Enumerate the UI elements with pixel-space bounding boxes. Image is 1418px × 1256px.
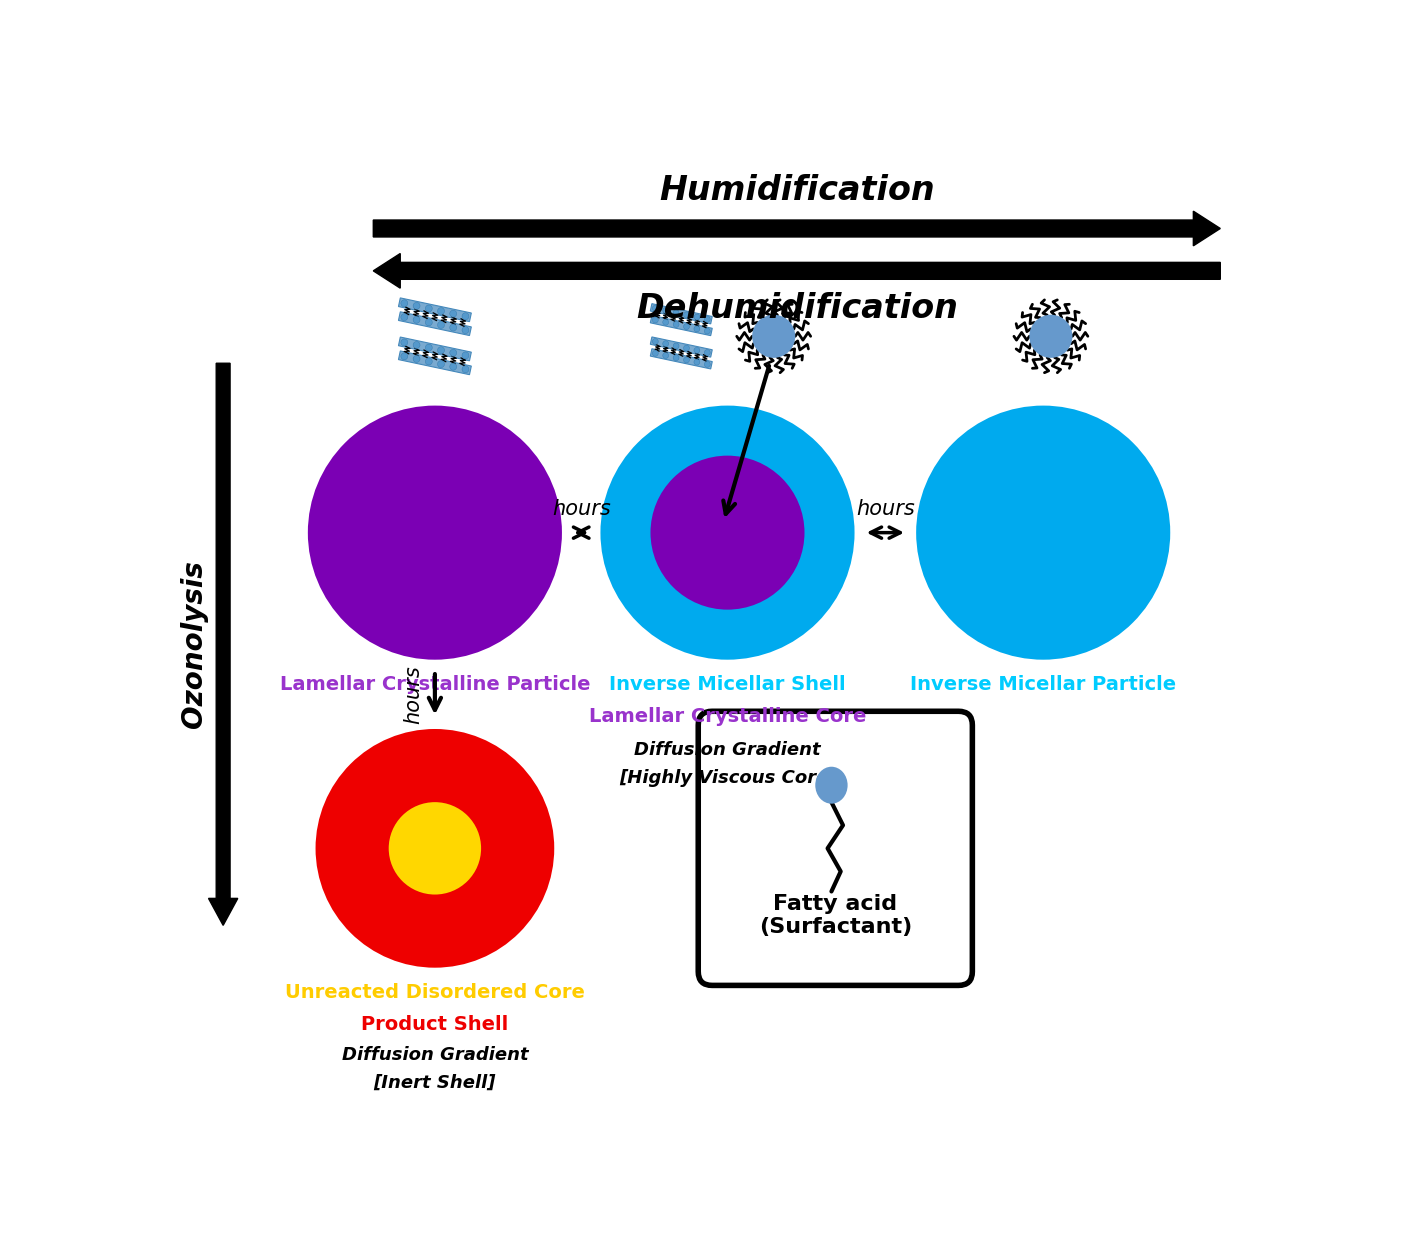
Text: Inverse Micellar Particle: Inverse Micellar Particle (910, 674, 1177, 695)
FancyBboxPatch shape (651, 349, 712, 369)
Circle shape (413, 355, 420, 363)
Text: Product Shell: Product Shell (362, 1015, 509, 1035)
Circle shape (462, 352, 469, 359)
Circle shape (462, 313, 469, 320)
Circle shape (683, 324, 689, 329)
Text: Diffusion Gradient: Diffusion Gradient (342, 1046, 529, 1064)
Circle shape (425, 344, 432, 352)
Circle shape (450, 363, 457, 371)
FancyBboxPatch shape (698, 711, 973, 986)
Circle shape (462, 365, 469, 373)
Circle shape (308, 406, 562, 659)
Circle shape (438, 347, 444, 354)
FancyBboxPatch shape (398, 350, 471, 374)
FancyBboxPatch shape (398, 298, 471, 322)
Circle shape (683, 345, 689, 352)
Circle shape (652, 317, 658, 323)
FancyArrow shape (208, 363, 238, 926)
Circle shape (450, 324, 457, 332)
Circle shape (438, 322, 444, 328)
Circle shape (652, 339, 658, 344)
Circle shape (425, 358, 432, 365)
Circle shape (438, 360, 444, 368)
Text: hours: hours (403, 664, 424, 723)
Circle shape (450, 349, 457, 357)
Text: Fatty acid
(Surfactant): Fatty acid (Surfactant) (759, 894, 912, 937)
Text: Inverse Micellar Shell: Inverse Micellar Shell (610, 674, 845, 695)
Circle shape (916, 406, 1170, 659)
FancyBboxPatch shape (651, 304, 712, 324)
FancyArrow shape (373, 254, 1221, 288)
Circle shape (316, 728, 554, 967)
Text: [Highly Viscous Core]: [Highly Viscous Core] (618, 769, 837, 788)
Circle shape (389, 803, 481, 894)
Circle shape (683, 311, 689, 318)
Circle shape (674, 310, 679, 315)
Circle shape (413, 342, 420, 348)
Circle shape (693, 325, 700, 332)
Circle shape (705, 362, 710, 367)
Circle shape (438, 308, 444, 314)
Text: Lamellar Crystalline Particle: Lamellar Crystalline Particle (279, 674, 590, 695)
FancyArrow shape (373, 211, 1221, 246)
Circle shape (674, 343, 679, 349)
Text: Unreacted Disordered Core: Unreacted Disordered Core (285, 983, 584, 1002)
Circle shape (683, 357, 689, 363)
Circle shape (600, 406, 855, 659)
Circle shape (450, 310, 457, 318)
Circle shape (674, 322, 679, 328)
Text: Dehumidification: Dehumidification (635, 293, 957, 325)
FancyBboxPatch shape (398, 311, 471, 335)
Circle shape (693, 348, 700, 353)
FancyBboxPatch shape (651, 337, 712, 357)
Text: Humidification: Humidification (659, 173, 934, 207)
Circle shape (425, 305, 432, 311)
Text: Ozonolysis: Ozonolysis (180, 560, 208, 728)
Text: Diffusion Gradient: Diffusion Gradient (634, 741, 821, 759)
Text: hours: hours (552, 499, 611, 519)
Ellipse shape (815, 766, 848, 804)
Circle shape (705, 328, 710, 334)
Circle shape (401, 314, 408, 320)
Circle shape (652, 305, 658, 311)
Circle shape (705, 317, 710, 323)
Circle shape (705, 349, 710, 355)
Circle shape (693, 314, 700, 320)
Circle shape (401, 353, 408, 359)
Circle shape (652, 350, 658, 357)
FancyBboxPatch shape (398, 337, 471, 360)
Circle shape (662, 319, 669, 325)
Circle shape (662, 340, 669, 347)
Circle shape (662, 308, 669, 314)
Circle shape (752, 315, 795, 358)
Text: [Inert Shell]: [Inert Shell] (374, 1074, 496, 1091)
Circle shape (693, 359, 700, 365)
Circle shape (425, 319, 432, 325)
Circle shape (462, 327, 469, 334)
Circle shape (662, 353, 669, 358)
Circle shape (413, 317, 420, 323)
Text: Lamellar Crystalline Core: Lamellar Crystalline Core (588, 707, 866, 726)
Circle shape (651, 456, 804, 609)
Circle shape (401, 300, 408, 306)
Circle shape (401, 339, 408, 345)
Circle shape (674, 354, 679, 360)
Circle shape (413, 303, 420, 309)
Text: hours: hours (856, 499, 915, 519)
Circle shape (1029, 315, 1072, 358)
FancyBboxPatch shape (651, 315, 712, 335)
